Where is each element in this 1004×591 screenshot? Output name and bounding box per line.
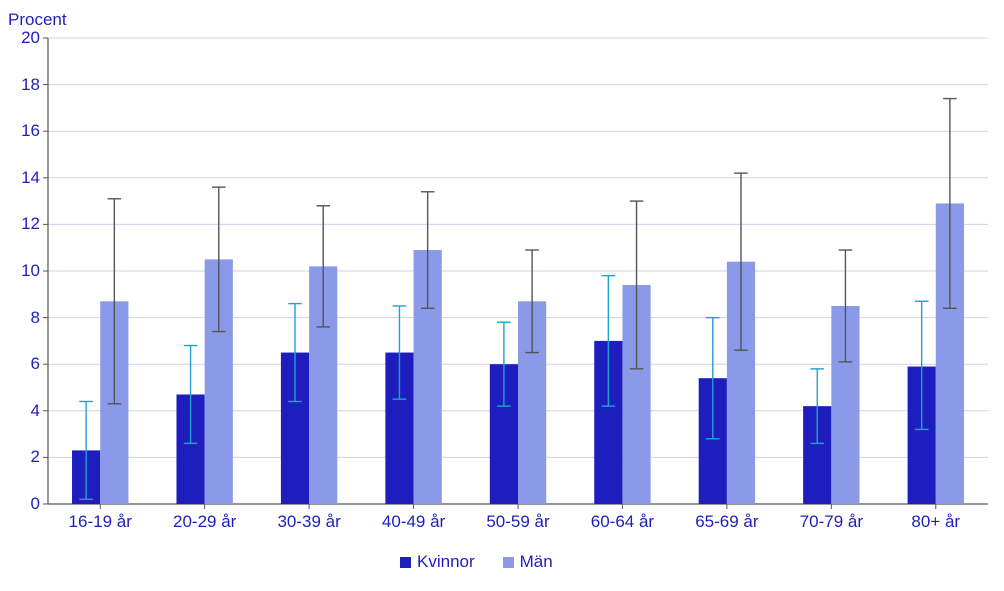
x-tick-label: 40-49 år — [382, 512, 445, 532]
legend-label: Kvinnor — [417, 552, 475, 572]
y-tick-label: 6 — [10, 354, 40, 374]
legend: Kvinnor Män — [400, 552, 553, 572]
x-tick-label: 30-39 år — [277, 512, 340, 532]
y-tick-label: 8 — [10, 308, 40, 328]
x-tick-label: 80+ år — [911, 512, 960, 532]
plot-area — [0, 0, 1004, 591]
y-tick-label: 4 — [10, 401, 40, 421]
x-tick-label: 16-19 år — [69, 512, 132, 532]
x-tick-label: 60-64 år — [591, 512, 654, 532]
y-tick-label: 14 — [10, 168, 40, 188]
legend-swatch — [503, 557, 514, 568]
y-tick-label: 10 — [10, 261, 40, 281]
legend-swatch — [400, 557, 411, 568]
legend-item: Män — [503, 552, 553, 572]
legend-label: Män — [520, 552, 553, 572]
x-tick-label: 50-59 år — [486, 512, 549, 532]
chart-container: { "chart": { "type": "bar-with-error", "… — [0, 0, 1004, 591]
y-tick-label: 0 — [10, 494, 40, 514]
legend-item: Kvinnor — [400, 552, 475, 572]
x-tick-label: 70-79 år — [800, 512, 863, 532]
y-tick-label: 2 — [10, 447, 40, 467]
y-tick-label: 16 — [10, 121, 40, 141]
y-tick-label: 12 — [10, 214, 40, 234]
x-tick-label: 65-69 år — [695, 512, 758, 532]
y-tick-label: 20 — [10, 28, 40, 48]
y-tick-label: 18 — [10, 75, 40, 95]
x-tick-label: 20-29 år — [173, 512, 236, 532]
